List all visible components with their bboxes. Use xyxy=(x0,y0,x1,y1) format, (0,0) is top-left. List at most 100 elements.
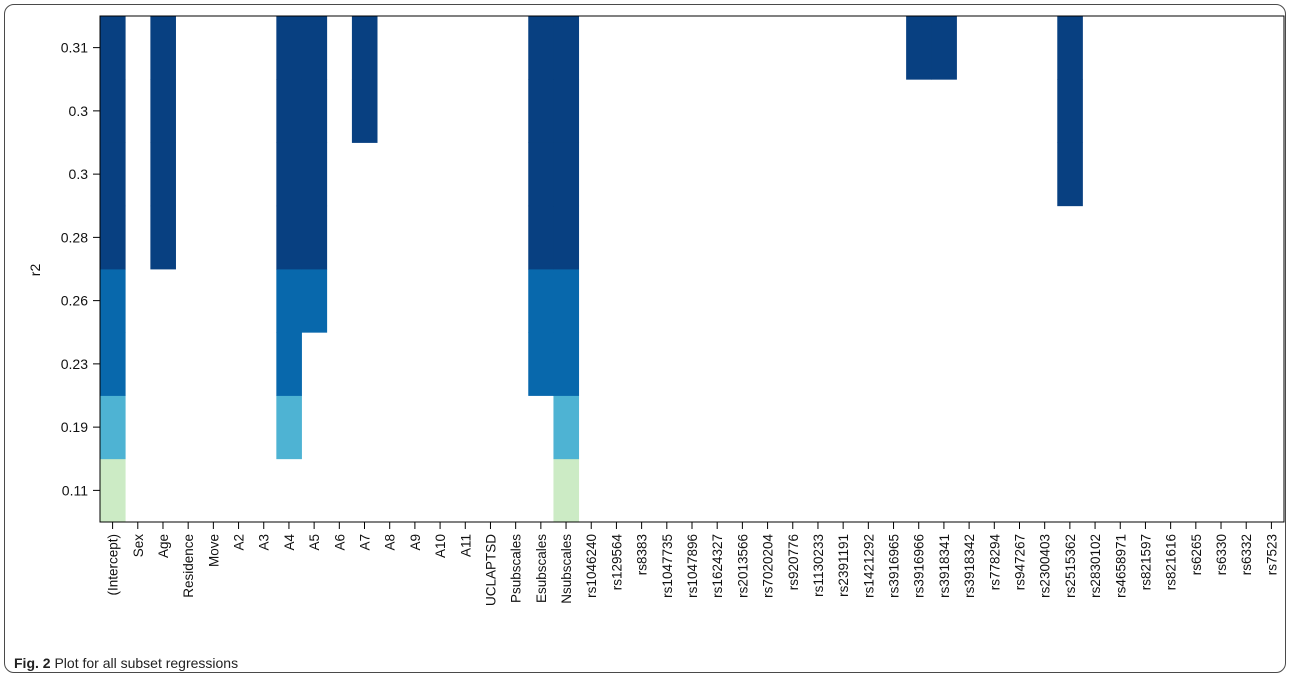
x-tick-label-Psubscales: Psubscales xyxy=(509,534,524,603)
x-tick-label-Nsubscales: Nsubscales xyxy=(559,534,574,604)
cell-A4-row-7 xyxy=(276,16,302,80)
x-tick-label-Residence: Residence xyxy=(181,534,196,598)
cell-Nsubscales-row-7 xyxy=(553,16,580,80)
cell-A7-row-7 xyxy=(351,16,378,80)
x-tick-label-rs2391191: rs2391191 xyxy=(836,534,851,597)
cell-(Intercept)-row-6 xyxy=(100,79,126,143)
x-tick-label-Esubscales: Esubscales xyxy=(534,534,549,603)
cell-A5-row-5 xyxy=(301,142,328,207)
x-tick-label-rs821616: rs821616 xyxy=(1164,534,1179,590)
cell-A5-row-3 xyxy=(301,269,328,333)
cell-Nsubscales-row-5 xyxy=(553,142,580,207)
cell-rs2515362-row-7 xyxy=(1057,16,1083,80)
x-tick-label-rs821597: rs821597 xyxy=(1138,534,1153,590)
x-tick-label-rs1130233: rs1130233 xyxy=(811,534,826,597)
x-tick-label-rs4658971: rs4658971 xyxy=(1113,534,1128,598)
x-tick-label-A9: A9 xyxy=(408,534,423,551)
cell-A5-row-7 xyxy=(301,16,328,80)
x-tick-label-rs1624327: rs1624327 xyxy=(710,534,725,598)
cell-Age-row-6 xyxy=(150,79,176,143)
x-tick-label-rs7523: rs7523 xyxy=(1264,534,1279,575)
cell-A4-row-3 xyxy=(276,269,302,333)
cell-rs3916966-row-7 xyxy=(906,16,932,80)
x-tick-label-rs3916965: rs3916965 xyxy=(887,534,902,598)
cell-Esubscales-row-3 xyxy=(528,269,554,333)
x-tick-label-rs3918342: rs3918342 xyxy=(962,534,977,598)
cell-A4-row-1 xyxy=(276,395,302,460)
cell-rs3918341-row-7 xyxy=(931,16,957,80)
figure-caption: Fig. 2 Plot for all subset regressions xyxy=(14,655,238,671)
x-tick-label-Sex: Sex xyxy=(131,534,146,558)
x-tick-label-A8: A8 xyxy=(383,534,398,551)
y-tick-label-0: 0.11 xyxy=(62,482,88,498)
cell-(Intercept)-row-0 xyxy=(100,458,126,523)
cell-Nsubscales-row-0 xyxy=(553,458,580,523)
cell-Nsubscales-row-2 xyxy=(553,332,580,396)
y-axis-label: r2 xyxy=(27,264,43,277)
y-tick-label-4: 0.28 xyxy=(61,229,88,245)
cell-Nsubscales-row-4 xyxy=(553,205,580,270)
cell-Age-row-7 xyxy=(150,16,176,80)
x-tick-label-A11: A11 xyxy=(458,534,473,557)
cell-(Intercept)-row-3 xyxy=(100,269,126,333)
x-tick-label-A5: A5 xyxy=(307,534,322,551)
cell-(Intercept)-row-5 xyxy=(100,142,126,207)
x-tick-label-A2: A2 xyxy=(232,534,247,551)
cell-A5-row-6 xyxy=(301,79,328,143)
cell-Esubscales-row-6 xyxy=(528,79,554,143)
x-axis: (Intercept) Sex Age Residence Move A2 A3 A4 A5 A6… xyxy=(106,522,1279,606)
x-tick-label-Move: Move xyxy=(206,534,221,567)
y-tick-label-7: 0.31 xyxy=(61,40,88,56)
cell-A4-row-4 xyxy=(276,205,302,270)
x-tick-label-A7: A7 xyxy=(358,534,373,551)
cell-(Intercept)-row-2 xyxy=(100,332,126,396)
x-tick-label-rs1421292: rs1421292 xyxy=(861,534,876,598)
x-tick-label-rs2515362: rs2515362 xyxy=(1063,534,1078,598)
x-tick-label-A6: A6 xyxy=(332,534,347,551)
x-tick-label-rs8383: rs8383 xyxy=(635,534,650,575)
y-axis: 0.11 0.19 0.23 0.26 0.28 0.3 0.3 0.31 xyxy=(61,40,100,498)
cell-rs2515362-row-6 xyxy=(1057,79,1083,143)
cell-A4-row-5 xyxy=(276,142,302,207)
x-tick-label-rs778294: rs778294 xyxy=(987,534,1002,591)
cell-Esubscales-row-2 xyxy=(528,332,554,396)
x-tick-label-rs3918341: rs3918341 xyxy=(937,534,952,598)
y-tick-label-5: 0.3 xyxy=(69,166,89,182)
x-tick-label-rs7020204: rs7020204 xyxy=(761,534,776,598)
cell-A7-row-6 xyxy=(351,79,378,143)
cell-Esubscales-row-5 xyxy=(528,142,554,207)
x-tick-label-rs920776: rs920776 xyxy=(786,534,801,590)
cell-A4-row-6 xyxy=(276,79,302,143)
x-tick-label-rs2830102: rs2830102 xyxy=(1088,534,1103,598)
cell-Nsubscales-row-6 xyxy=(553,79,580,143)
x-tick-label-rs129564: rs129564 xyxy=(609,534,624,591)
cell-A4-row-2 xyxy=(276,332,302,396)
x-tick-label-rs947267: rs947267 xyxy=(1012,534,1027,590)
y-tick-label-2: 0.23 xyxy=(61,356,88,372)
cell-Nsubscales-row-1 xyxy=(553,395,580,460)
cell-Esubscales-row-4 xyxy=(528,205,554,270)
x-tick-label-rs6265: rs6265 xyxy=(1189,534,1204,575)
x-tick-label-rs6332: rs6332 xyxy=(1239,534,1254,575)
cell-rs2515362-row-5 xyxy=(1057,142,1083,207)
x-tick-label-rs6330: rs6330 xyxy=(1214,534,1229,575)
caption-label: Fig. 2 xyxy=(14,655,51,671)
figure-frame xyxy=(4,4,1286,673)
x-tick-label-Age: Age xyxy=(156,534,171,558)
y-tick-label-6: 0.3 xyxy=(69,103,89,119)
cell-Esubscales-row-7 xyxy=(528,16,554,80)
cell-Age-row-5 xyxy=(150,142,176,207)
x-tick-label-rs1047735: rs1047735 xyxy=(660,534,675,598)
x-tick-label-(Intercept): (Intercept) xyxy=(106,534,121,596)
cell-A5-row-4 xyxy=(301,205,328,270)
cell-Age-row-4 xyxy=(150,205,176,270)
x-tick-label-rs1046240: rs1046240 xyxy=(584,534,599,598)
y-tick-label-3: 0.26 xyxy=(61,293,88,309)
x-tick-label-rs2013566: rs2013566 xyxy=(735,534,750,598)
x-tick-label-A4: A4 xyxy=(282,534,297,551)
y-tick-label-1: 0.19 xyxy=(61,419,88,435)
caption-text: Plot for all subset regressions xyxy=(54,655,239,671)
cell-(Intercept)-row-7 xyxy=(100,16,126,80)
cells-layer xyxy=(100,16,1083,523)
